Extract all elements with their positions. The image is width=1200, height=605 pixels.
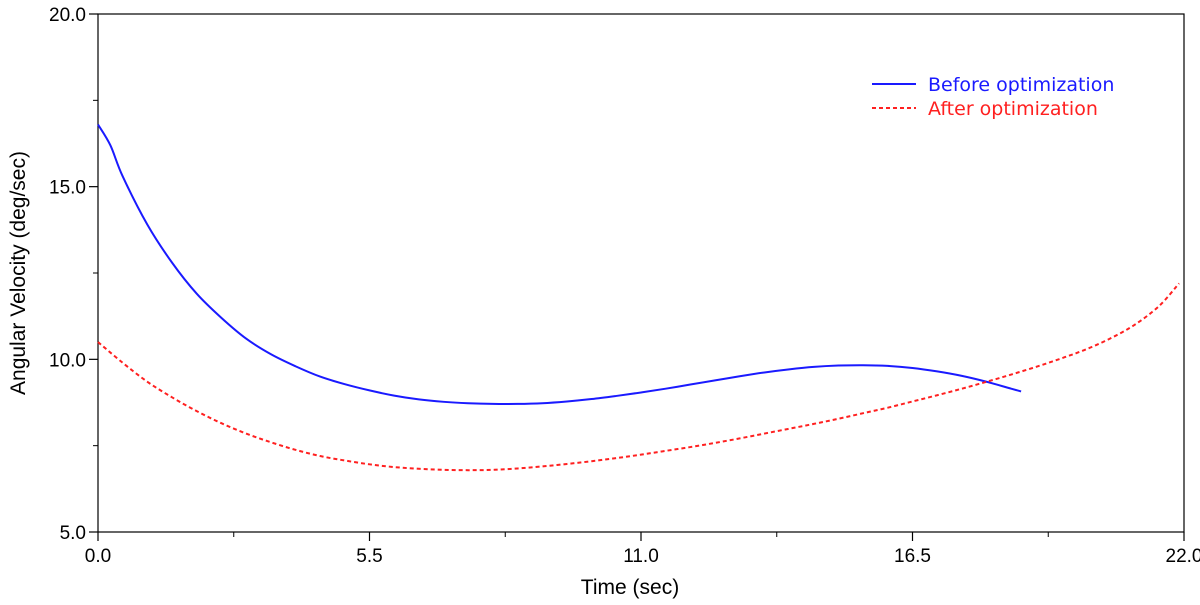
- x-axis-label: Time (sec): [581, 576, 679, 599]
- x-tick-label: 0.0: [85, 546, 111, 567]
- y-tick-label: 15.0: [49, 178, 86, 199]
- x-tick-label: 16.5: [894, 546, 931, 567]
- y-tick-label: 10.0: [49, 350, 86, 371]
- y-axis-label: Angular Velocity (deg/sec): [7, 151, 30, 395]
- y-tick-label: 20.0: [49, 5, 86, 26]
- legend-label-1: After optimization: [928, 98, 1098, 120]
- x-tick-label: 22.0: [1166, 546, 1200, 567]
- x-tick-label: 5.5: [356, 546, 382, 567]
- axis-tick-labels: 0.0 5.5 11.0 16.5 22.0 5.0 10.0 15.0 20.0: [49, 5, 1200, 567]
- axis-ticks: [89, 13, 1185, 541]
- series-line-0: [97, 123, 1022, 405]
- series-layer: [97, 123, 1180, 472]
- x-tick-label: 11.0: [623, 546, 659, 567]
- legend-label-0: Before optimization: [928, 74, 1114, 96]
- y-tick-label: 5.0: [60, 523, 86, 544]
- series-line-1: [97, 282, 1180, 472]
